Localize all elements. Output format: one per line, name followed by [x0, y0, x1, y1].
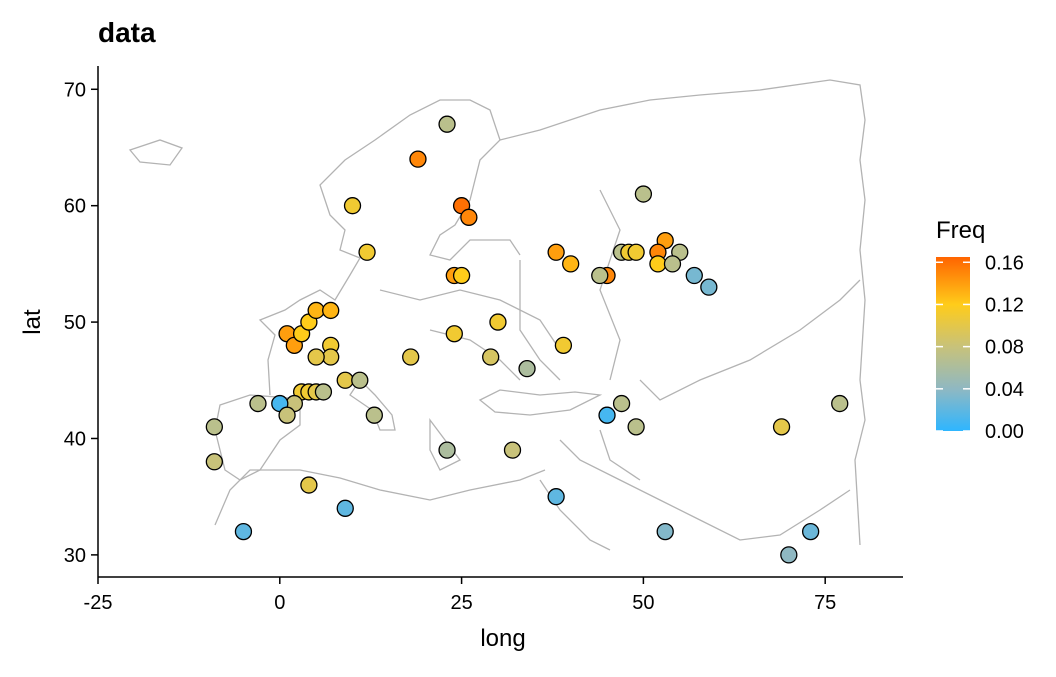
point [322, 301, 340, 320]
point [409, 150, 427, 168]
point [554, 336, 573, 355]
point [358, 243, 376, 261]
colorbar [936, 257, 970, 431]
point [205, 453, 224, 471]
point [438, 441, 456, 459]
point [438, 115, 456, 133]
point [685, 266, 703, 285]
point [598, 406, 616, 424]
point [460, 208, 478, 226]
point [343, 197, 362, 215]
x-axis-title: long [480, 625, 525, 652]
y-tick-label: 60 [64, 196, 86, 218]
point [591, 266, 609, 285]
y-tick-label: 70 [64, 79, 86, 101]
point [314, 383, 333, 401]
point [234, 522, 253, 541]
colorbar-tick-label: 0.08 [985, 337, 1024, 359]
point [278, 406, 296, 424]
point [547, 243, 565, 261]
x-tick-label: 50 [632, 592, 654, 614]
y-tick-label: 40 [64, 428, 86, 450]
x-tick-label: 0 [274, 592, 285, 614]
point [322, 348, 340, 366]
x-tick-label: 75 [814, 592, 836, 614]
point [627, 243, 645, 261]
chart-title: data [98, 17, 156, 48]
point [307, 348, 325, 366]
y-tick-label: 50 [64, 312, 86, 334]
x-tick-label: 25 [450, 592, 472, 614]
point [336, 499, 354, 517]
x-tick-label: -25 [84, 592, 113, 614]
colorbar-tick-label: 0.04 [985, 379, 1024, 401]
point [612, 394, 631, 413]
point [365, 406, 383, 424]
point [700, 278, 718, 296]
point [831, 394, 849, 413]
point [452, 266, 471, 285]
point [663, 255, 682, 273]
colorbar-tick-label: 0.12 [985, 294, 1024, 316]
point [489, 313, 507, 331]
point [518, 359, 536, 378]
legend-title: Freq [936, 217, 985, 244]
y-axis-title: lat [19, 309, 46, 335]
point [336, 371, 354, 389]
point [351, 371, 369, 389]
point [482, 348, 500, 366]
point [205, 418, 224, 436]
point [249, 394, 267, 413]
point [772, 418, 791, 436]
point [562, 255, 580, 273]
colorbar-tick-label: 0.16 [985, 252, 1024, 274]
point [503, 441, 522, 459]
point [307, 301, 325, 320]
point [801, 522, 820, 541]
point [547, 488, 565, 506]
point [780, 546, 798, 564]
point [445, 325, 463, 343]
point [656, 522, 674, 541]
point [402, 348, 420, 366]
y-tick-label: 30 [64, 545, 86, 567]
point [649, 255, 667, 273]
point [300, 476, 318, 494]
colorbar-tick-label: 0.00 [985, 421, 1024, 443]
point [634, 185, 653, 203]
point [627, 418, 645, 436]
